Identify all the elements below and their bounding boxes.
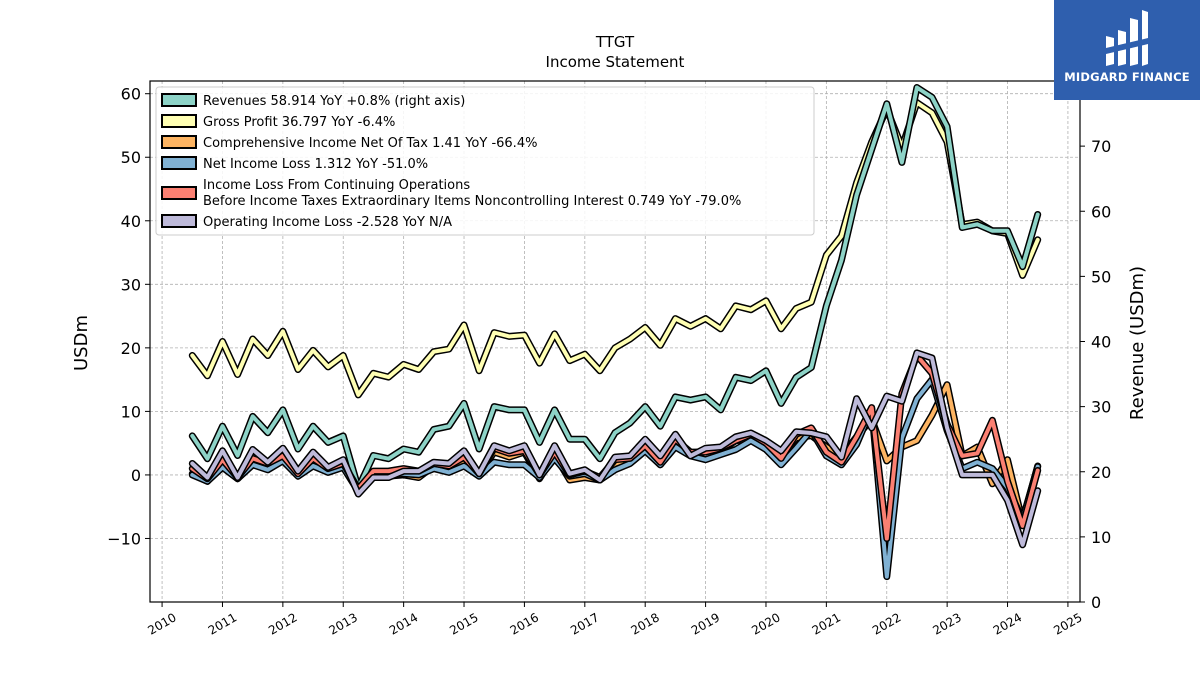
- x-tick-label: 2023: [930, 610, 963, 637]
- x-tick-label: 2014: [387, 610, 420, 637]
- brand-logo: MIDGARD FINANCE: [1054, 0, 1200, 100]
- y-tick-label-right: 30: [1091, 398, 1111, 417]
- brand-name: MIDGARD FINANCE: [1064, 70, 1190, 84]
- x-tick-label: 2016: [508, 610, 541, 637]
- legend-box: [155, 86, 815, 236]
- x-tick-label: 2018: [628, 610, 661, 637]
- x-tick-label: 2024: [991, 610, 1024, 637]
- x-tick-label: 2012: [266, 610, 299, 637]
- x-tick-label: 2022: [870, 610, 903, 637]
- x-tick-label: 2011: [206, 610, 239, 637]
- legend-swatch: [161, 214, 197, 228]
- y-tick-label-left: 20: [121, 339, 141, 358]
- legend-label: Comprehensive Income Net Of Tax 1.41 YoY…: [203, 136, 537, 151]
- y-tick-label-left: −10: [107, 529, 141, 548]
- y-axis-label-left: USDm: [71, 315, 92, 371]
- y-tick-label-right: 70: [1091, 137, 1111, 156]
- legend-swatch: [161, 93, 197, 107]
- chart-subtitle: Income Statement: [546, 53, 685, 71]
- series-revenues: [188, 84, 1042, 492]
- x-tick-label: 2013: [327, 610, 360, 637]
- x-tick-label: 2021: [810, 610, 843, 637]
- chart-title: TTGT: [595, 33, 635, 51]
- y-tick-label-left: 10: [121, 402, 141, 421]
- y-tick-label-left: 60: [121, 85, 141, 104]
- y-axis-label-right: Revenue (USDm): [1127, 266, 1148, 420]
- x-tick-label: 2025: [1051, 610, 1084, 637]
- y-tick-label-left: 0: [131, 466, 141, 485]
- legend-label: Gross Profit 36.797 YoY -6.4%: [203, 115, 395, 130]
- series-operating-income-loss: [188, 349, 1042, 549]
- series-line: [190, 377, 1040, 579]
- legend-label: Net Income Loss 1.312 YoY -51.0%: [203, 157, 428, 172]
- legend-label: Income Loss From Continuing Operations: [203, 178, 470, 193]
- series-line: [190, 85, 1040, 490]
- y-tick-label-left: 50: [121, 148, 141, 167]
- legend-label: Before Income Taxes Extraordinary Items …: [203, 194, 741, 209]
- legend-swatch: [161, 135, 197, 149]
- midgard-logo-icon: [1106, 10, 1148, 66]
- legend-label: Revenues 58.914 YoY +0.8% (right axis): [203, 94, 465, 109]
- y-tick-label-right: 40: [1091, 333, 1111, 352]
- x-tick-label: 2019: [689, 610, 722, 637]
- series-line: [190, 350, 1040, 547]
- series-net-income-loss: [188, 376, 1042, 581]
- legend-swatch: [161, 156, 197, 170]
- y-tick-label-right: 60: [1091, 202, 1111, 221]
- series-line-outline: [188, 349, 1042, 549]
- legend-swatch: [161, 186, 197, 200]
- y-tick-label-right: 10: [1091, 528, 1111, 547]
- legend-label: Operating Income Loss -2.528 YoY N/A: [203, 215, 452, 230]
- y-tick-label-left: 40: [121, 212, 141, 231]
- x-tick-label: 2020: [749, 610, 782, 637]
- x-tick-label: 2015: [447, 610, 480, 637]
- y-tick-label-left: 30: [121, 275, 141, 294]
- legend-swatch: [161, 114, 197, 128]
- y-tick-label-right: 50: [1091, 267, 1111, 286]
- y-tick-label-right: 20: [1091, 463, 1111, 482]
- legend: Revenues 58.914 YoY +0.8% (right axis) Gr…: [155, 86, 815, 236]
- y-tick-label-right: 0: [1091, 593, 1101, 612]
- x-tick-label: 2010: [145, 610, 178, 637]
- x-tick-label: 2017: [568, 610, 601, 637]
- series-lines: [188, 84, 1042, 581]
